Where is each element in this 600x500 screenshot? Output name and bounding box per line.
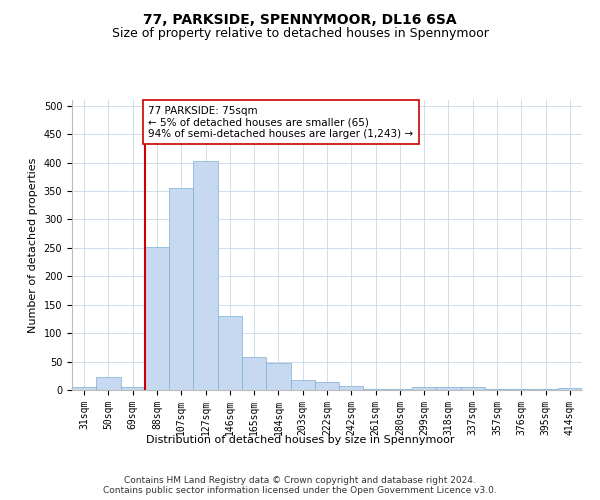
Bar <box>145 246 169 390</box>
Text: Distribution of detached houses by size in Spennymoor: Distribution of detached houses by size … <box>146 435 454 445</box>
Bar <box>558 388 582 390</box>
Bar <box>96 378 121 390</box>
Bar <box>290 380 315 390</box>
Bar <box>169 188 193 390</box>
Bar <box>121 387 145 390</box>
Text: 77, PARKSIDE, SPENNYMOOR, DL16 6SA: 77, PARKSIDE, SPENNYMOOR, DL16 6SA <box>143 12 457 26</box>
Bar <box>436 386 461 390</box>
Bar <box>412 386 436 390</box>
Bar <box>218 316 242 390</box>
Bar <box>461 387 485 390</box>
Text: Contains HM Land Registry data © Crown copyright and database right 2024.
Contai: Contains HM Land Registry data © Crown c… <box>103 476 497 495</box>
Y-axis label: Number of detached properties: Number of detached properties <box>28 158 38 332</box>
Text: 77 PARKSIDE: 75sqm
← 5% of detached houses are smaller (65)
94% of semi-detached: 77 PARKSIDE: 75sqm ← 5% of detached hous… <box>149 106 413 139</box>
Bar <box>509 389 533 390</box>
Bar <box>364 389 388 390</box>
Bar <box>315 382 339 390</box>
Text: Size of property relative to detached houses in Spennymoor: Size of property relative to detached ho… <box>112 28 488 40</box>
Bar <box>72 387 96 390</box>
Bar <box>266 362 290 390</box>
Bar <box>339 386 364 390</box>
Bar <box>193 161 218 390</box>
Bar <box>242 357 266 390</box>
